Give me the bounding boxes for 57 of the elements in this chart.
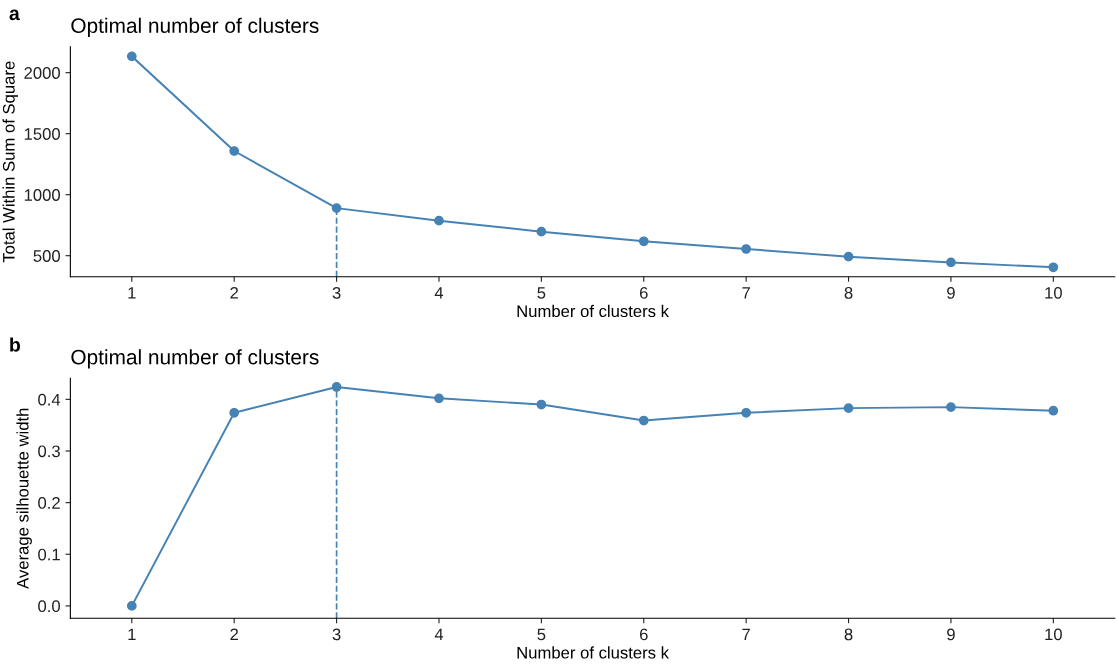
x-tick-label: 2 xyxy=(230,286,238,299)
chart-title: Optimal number of clusters xyxy=(71,349,319,369)
x-tick-label: 7 xyxy=(742,287,750,299)
point xyxy=(843,403,854,414)
point xyxy=(536,399,547,410)
x-tick-label: 8 xyxy=(844,286,853,299)
x-tick-label: 1 xyxy=(128,628,136,641)
text: b xyxy=(10,337,21,352)
point xyxy=(638,415,649,426)
x-tick-label: 9 xyxy=(947,628,955,641)
point xyxy=(229,146,240,156)
y-tick-label: 1000 xyxy=(24,189,60,201)
point xyxy=(638,236,649,247)
x-axis-title: Number of clusters k xyxy=(517,646,670,659)
x-tick-label: 6 xyxy=(639,628,648,641)
x-tick-label: 7 xyxy=(742,628,750,641)
x-tick-label: 1 xyxy=(128,287,136,299)
x-tick-label: 5 xyxy=(537,287,546,299)
point xyxy=(229,407,240,418)
point xyxy=(946,402,956,412)
point xyxy=(741,407,752,418)
y-tick-label: 0.4 xyxy=(38,393,61,406)
y-axis-title: Average silhouette width xyxy=(16,408,32,589)
y-tick-label: 500 xyxy=(33,250,60,262)
point xyxy=(126,601,137,611)
point xyxy=(126,51,137,62)
y-tick-label: 0.1 xyxy=(38,548,60,561)
point xyxy=(434,393,444,404)
point xyxy=(434,215,444,226)
point xyxy=(1048,262,1059,273)
y-tick-label: 0.2 xyxy=(38,497,60,509)
point xyxy=(536,226,547,237)
y-axis-title: Total Within Sum of Square xyxy=(2,61,19,263)
x-tick-label: 10 xyxy=(1045,286,1062,299)
y-tick-label: 2000 xyxy=(24,67,60,79)
point xyxy=(331,382,342,392)
x-tick-label: 8 xyxy=(844,628,853,641)
x-tick-label: 2 xyxy=(230,628,238,641)
point xyxy=(331,203,342,213)
point xyxy=(1048,405,1059,416)
point xyxy=(741,244,752,254)
x-tick-label: 3 xyxy=(332,286,341,299)
y-tick-label: 0.0 xyxy=(38,600,60,613)
x-axis-title: Number of clusters k xyxy=(517,304,670,318)
x-tick-label: 6 xyxy=(639,286,648,299)
y-tick-label: 0.3 xyxy=(38,445,60,458)
y-tick-label: 1500 xyxy=(24,128,60,140)
x-tick-label: 9 xyxy=(947,286,955,299)
point xyxy=(946,257,956,268)
text: a xyxy=(9,9,20,21)
x-tick-label: 4 xyxy=(434,287,444,299)
x-tick-label: 4 xyxy=(434,628,444,641)
x-tick-label: 3 xyxy=(332,628,341,641)
chart-title: Optimal number of clusters xyxy=(71,17,319,38)
x-tick-label: 5 xyxy=(537,628,546,641)
x-tick-label: 10 xyxy=(1045,628,1062,641)
point xyxy=(843,251,854,262)
